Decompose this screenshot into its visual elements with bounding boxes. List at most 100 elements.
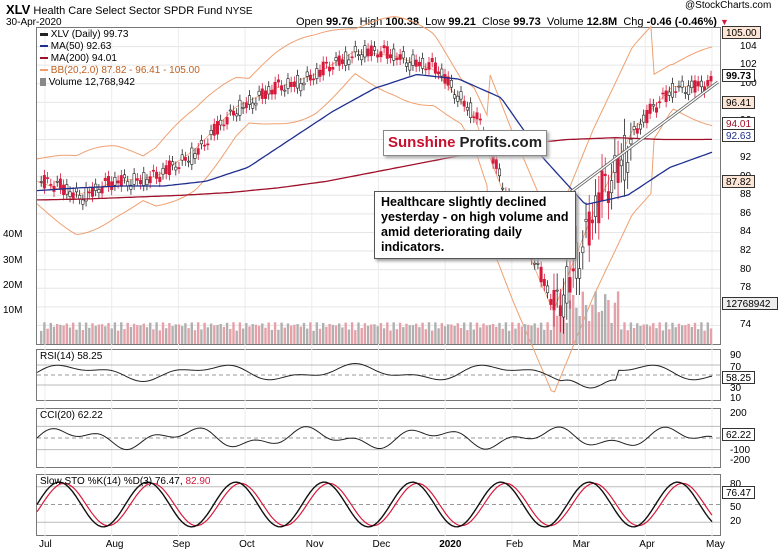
- candle-body: [254, 102, 258, 106]
- volume-bar: [491, 323, 495, 344]
- candle-body: [555, 289, 559, 292]
- candle-body: [203, 144, 207, 147]
- volume-bar: [104, 326, 107, 344]
- x-tick-label: Oct: [239, 539, 255, 550]
- volume-bar: [171, 326, 174, 344]
- candle-body: [687, 85, 691, 96]
- open-value: 99.76: [325, 16, 354, 28]
- ma50-line: [36, 73, 713, 205]
- legend-ma50: MA(50) 92.63: [40, 41, 111, 52]
- volume-bar: [443, 326, 447, 344]
- volume-bar: [421, 322, 424, 344]
- volume-bar: [520, 326, 524, 344]
- candle-body: [142, 172, 146, 186]
- volume-bar: [511, 322, 514, 344]
- candle-body: [449, 80, 453, 88]
- candle-body: [382, 45, 386, 49]
- volume-bar: [668, 329, 671, 344]
- volume-bar: [456, 323, 459, 344]
- candle-body: [398, 54, 402, 60]
- candle-body: [58, 178, 62, 189]
- volume-bar: [600, 310, 604, 344]
- x-tick-label: Dec: [372, 539, 391, 550]
- candle-body: [199, 140, 203, 145]
- candle-body: [183, 157, 187, 161]
- candle-body: [91, 187, 95, 197]
- legend-ma200: MA(200) 94.01: [40, 53, 117, 64]
- candle-body: [619, 159, 623, 167]
- candle-body: [216, 121, 220, 135]
- volume-tick: 30M: [3, 255, 23, 266]
- volume-bar: [357, 322, 360, 344]
- x-tick-label: Aug: [105, 539, 124, 550]
- volume-bar: [280, 322, 283, 344]
- volume-bar: [350, 322, 354, 344]
- candle-body: [638, 123, 642, 130]
- annotation-callout: Healthcare slightly declined yesterday -…: [374, 191, 576, 259]
- candle-body: [292, 81, 296, 87]
- volume-bar: [507, 330, 511, 344]
- candle-body: [369, 45, 373, 57]
- volume-bar: [177, 324, 181, 344]
- candle-body: [654, 107, 658, 113]
- candle-body: [209, 130, 213, 135]
- volume-bar: [693, 322, 697, 344]
- candle-body: [148, 176, 152, 184]
- volume-bar: [88, 327, 91, 344]
- volume-bar: [386, 322, 389, 344]
- volume-bar: [575, 307, 578, 344]
- price-tick-label: 86: [740, 207, 752, 219]
- tag-close: 99.73: [722, 69, 756, 82]
- volume-bar: [450, 324, 453, 344]
- volume-bar: [594, 291, 597, 344]
- chart-title-row: XLV Health Care Select Sector SPDR Fund …: [6, 2, 253, 17]
- candle-body: [113, 177, 117, 186]
- volume-bar: [578, 316, 581, 344]
- volume-bar: [389, 330, 392, 344]
- volume-bar: [290, 325, 293, 344]
- candle-body: [97, 189, 101, 194]
- volume-bar: [40, 330, 43, 344]
- sto-tag: 76.47: [722, 486, 756, 499]
- candle-body: [437, 71, 441, 75]
- candle-body: [626, 162, 630, 173]
- candle-body: [430, 57, 434, 62]
- volume-bar: [543, 329, 546, 344]
- volume-bar: [277, 329, 280, 344]
- candle-body: [533, 262, 537, 265]
- candle-body: [587, 211, 591, 246]
- volume-bar: [65, 323, 68, 344]
- candle-body: [642, 114, 646, 123]
- volume-bar: [264, 327, 267, 344]
- volume-bar: [604, 294, 607, 344]
- volume-bar: [193, 330, 197, 344]
- candle-body: [289, 82, 293, 88]
- sunshine-profits-logo: Sunshine Profits.com: [383, 130, 548, 156]
- legend-ma200-swatch: [40, 57, 48, 60]
- candle-body: [353, 45, 357, 53]
- candle-body: [283, 89, 287, 92]
- volume-bar: [286, 323, 290, 344]
- down-arrow-icon: ▼: [719, 17, 729, 27]
- volume-bar: [642, 324, 645, 344]
- chg-label: Chg: [623, 16, 644, 28]
- volume-bar: [219, 323, 222, 344]
- candle-body: [110, 181, 114, 190]
- candle-body: [55, 181, 59, 183]
- volume-bar: [700, 322, 703, 344]
- rsi-tick: 10: [730, 393, 742, 404]
- chg-value: -0.46 (-0.46%): [646, 16, 717, 28]
- candle-body: [344, 51, 348, 66]
- volume-bar: [181, 326, 184, 344]
- candle-body: [372, 46, 376, 51]
- candle-body: [472, 116, 476, 118]
- legend-bb-text: BB(20,2.0) 87.82 - 96.41 - 105.00: [50, 65, 200, 76]
- candle-body: [388, 54, 392, 59]
- volume-bar: [636, 323, 639, 344]
- volume-bar: [459, 327, 463, 344]
- volume-bar: [238, 322, 242, 344]
- volume-bar: [293, 324, 296, 344]
- volume-bar: [418, 327, 421, 344]
- volume-bar: [645, 324, 649, 344]
- legend-volume-text: Volume 12,768,942: [48, 77, 135, 88]
